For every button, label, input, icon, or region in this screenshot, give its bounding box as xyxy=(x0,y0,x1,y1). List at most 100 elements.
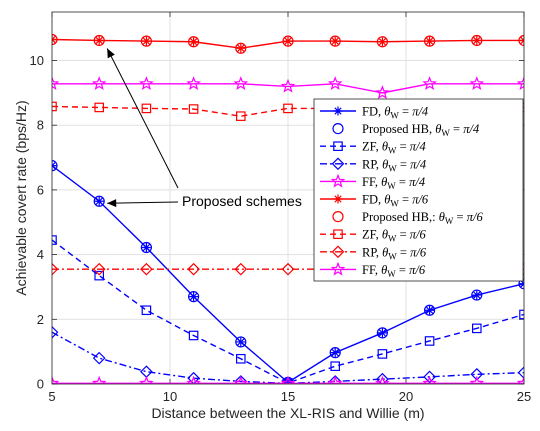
data-point-shape xyxy=(516,375,524,384)
data-point xyxy=(472,323,482,334)
data-point xyxy=(469,375,485,384)
legend-marker xyxy=(333,194,343,204)
data-point xyxy=(329,347,341,359)
data-point-shape xyxy=(93,34,105,47)
legend-label: ZF, θW = π/6 xyxy=(362,228,427,244)
data-point-shape xyxy=(139,375,154,384)
x-tick-label: 20 xyxy=(399,389,413,404)
data-point-shape xyxy=(471,289,483,301)
legend-label: Proposed HB, θW = π/4 xyxy=(362,122,479,138)
legend-entry: FD, θW = π/6 xyxy=(320,193,429,209)
data-point xyxy=(283,103,293,114)
data-point-shape xyxy=(188,330,199,341)
legend-marker xyxy=(331,245,345,259)
data-point xyxy=(187,262,200,276)
data-point xyxy=(375,375,390,384)
legend-marker-shape xyxy=(333,229,343,239)
data-point xyxy=(425,36,435,46)
data-point-shape xyxy=(52,325,59,339)
y-tick-label: 10 xyxy=(30,53,44,68)
data-point xyxy=(140,241,152,254)
data-point xyxy=(52,262,59,276)
annotation-arrow xyxy=(106,48,179,189)
data-point-shape xyxy=(422,375,437,384)
data-point-shape xyxy=(376,372,389,384)
data-point-shape xyxy=(92,351,106,365)
series-6 xyxy=(52,33,524,54)
data-point-shape xyxy=(141,242,151,252)
data-point-shape xyxy=(140,241,152,254)
data-point-shape xyxy=(52,262,59,276)
legend-entry: FD, θW = π/4 xyxy=(320,105,428,121)
data-point xyxy=(94,102,104,113)
data-point xyxy=(281,262,295,276)
data-point-shape xyxy=(425,36,435,46)
data-point-shape xyxy=(186,76,201,91)
data-point xyxy=(93,195,105,207)
data-point-shape xyxy=(424,35,436,47)
data-point-shape xyxy=(469,375,485,384)
legend-label: FF, θW = π/6 xyxy=(362,263,426,279)
data-point-shape xyxy=(328,375,342,384)
data-point xyxy=(377,349,388,359)
y-tick-label: 0 xyxy=(37,377,44,392)
data-point xyxy=(139,375,154,384)
data-point xyxy=(377,37,387,47)
data-point xyxy=(52,76,60,91)
data-point xyxy=(516,76,524,91)
data-point-shape xyxy=(186,375,201,384)
data-point-shape xyxy=(141,305,152,316)
data-point xyxy=(327,76,343,91)
data-point xyxy=(375,85,390,100)
legend-label: ZF, θW = π/4 xyxy=(362,140,426,156)
data-point-shape xyxy=(234,375,248,384)
data-point-shape xyxy=(422,76,437,91)
annotation: Proposed schemes xyxy=(106,48,302,209)
data-point xyxy=(516,375,524,384)
data-point xyxy=(236,353,246,364)
data-point xyxy=(472,290,482,300)
data-point-shape xyxy=(424,336,435,346)
legend-marker-shape xyxy=(331,157,345,171)
data-point xyxy=(52,325,59,339)
data-point xyxy=(186,375,201,384)
data-point-shape xyxy=(235,336,247,348)
data-point-shape xyxy=(375,85,390,100)
data-point xyxy=(328,375,342,384)
data-point-shape xyxy=(280,375,296,384)
data-point xyxy=(189,37,199,47)
data-point-shape xyxy=(516,76,524,91)
data-point xyxy=(139,76,154,91)
data-point xyxy=(234,375,248,384)
data-point xyxy=(141,103,152,114)
data-point-shape xyxy=(424,304,436,316)
data-point xyxy=(141,36,151,46)
data-point xyxy=(424,35,436,47)
data-point xyxy=(52,160,58,172)
data-point-shape xyxy=(330,361,340,372)
legend-entry: ZF, θW = π/6 xyxy=(320,228,427,244)
data-point-shape xyxy=(327,76,343,91)
data-point-shape xyxy=(92,262,106,276)
data-point xyxy=(188,330,199,341)
data-point xyxy=(52,33,58,46)
data-point xyxy=(188,291,200,303)
data-point xyxy=(236,43,246,53)
data-point xyxy=(52,375,60,384)
data-point-shape xyxy=(140,35,152,47)
data-point-shape xyxy=(91,76,107,91)
data-point xyxy=(188,104,199,114)
x-tick-label: 5 xyxy=(48,389,55,404)
data-point-shape xyxy=(236,337,246,347)
data-point xyxy=(236,111,246,121)
data-point-shape xyxy=(52,235,57,245)
y-tick-label: 6 xyxy=(37,182,44,197)
data-point xyxy=(470,367,484,381)
data-point-shape xyxy=(283,377,293,384)
data-point-shape xyxy=(283,103,293,114)
data-point xyxy=(52,235,57,245)
legend-marker-shape xyxy=(333,106,343,116)
data-point-shape xyxy=(470,367,484,381)
